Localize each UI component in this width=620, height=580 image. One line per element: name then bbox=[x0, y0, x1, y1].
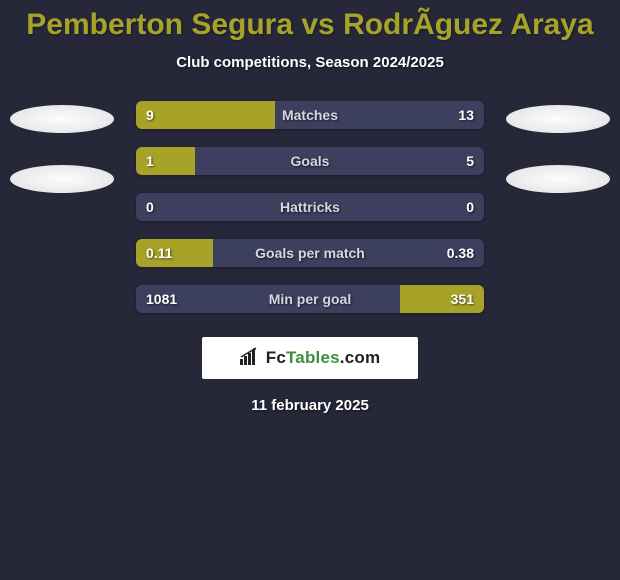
right-badge-1 bbox=[506, 105, 610, 133]
fill-left bbox=[136, 147, 195, 175]
right-badge-2 bbox=[506, 165, 610, 193]
stat-left-value: 1081 bbox=[146, 291, 177, 307]
left-badge-1 bbox=[10, 105, 114, 133]
left-badge-2 bbox=[10, 165, 114, 193]
left-badges bbox=[10, 101, 114, 193]
right-badges bbox=[506, 101, 610, 193]
fctables-logo: FcTables.com bbox=[202, 337, 418, 379]
stat-left-value: 0.11 bbox=[146, 245, 172, 261]
stat-label: Matches bbox=[282, 107, 338, 123]
stat-bar: 9 13 Matches bbox=[136, 101, 484, 129]
stat-left-value: 1 bbox=[146, 153, 154, 169]
stat-bar: 1 5 Goals bbox=[136, 147, 484, 175]
stat-label: Min per goal bbox=[269, 291, 351, 307]
stat-bars: 9 13 Matches 1 5 Goals 0 0 Hattricks 0.11 0.38 Goal… bbox=[136, 101, 484, 313]
stat-right-value: 0.38 bbox=[447, 245, 474, 261]
logo-text: FcTables.com bbox=[266, 348, 381, 368]
stat-right-value: 13 bbox=[458, 107, 474, 123]
stat-bar: 0.11 0.38 Goals per match bbox=[136, 239, 484, 267]
stat-left-value: 9 bbox=[146, 107, 154, 123]
stat-label: Goals per match bbox=[255, 245, 365, 261]
stat-left-value: 0 bbox=[146, 199, 154, 215]
stat-label: Goals bbox=[291, 153, 330, 169]
chart-icon bbox=[240, 347, 262, 370]
fill-left bbox=[136, 101, 275, 129]
stat-label: Hattricks bbox=[280, 199, 340, 215]
date-text: 11 february 2025 bbox=[0, 397, 620, 414]
stat-right-value: 351 bbox=[451, 291, 474, 307]
stat-bar: 0 0 Hattricks bbox=[136, 193, 484, 221]
stat-bar: 1081 351 Min per goal bbox=[136, 285, 484, 313]
page-title: Pemberton Segura vs RodrÃ­guez Araya bbox=[0, 8, 620, 42]
stats-comparison: 9 13 Matches 1 5 Goals 0 0 Hattricks 0.11 0.38 Goal… bbox=[0, 101, 620, 313]
subtitle: Club competitions, Season 2024/2025 bbox=[0, 54, 620, 71]
stat-right-value: 0 bbox=[466, 199, 474, 215]
stat-right-value: 5 bbox=[466, 153, 474, 169]
